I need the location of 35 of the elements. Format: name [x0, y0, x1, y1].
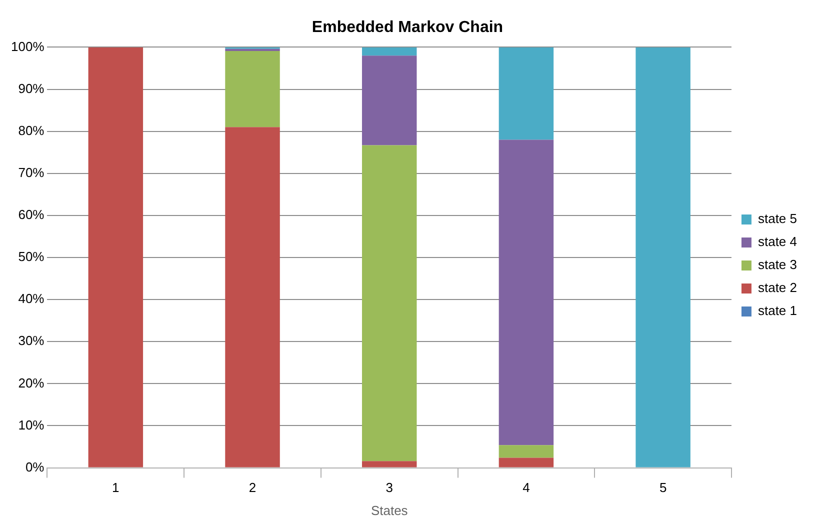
- x-tick-label: 2: [248, 480, 256, 496]
- y-tick-label: 0%: [25, 459, 45, 474]
- bar: [362, 47, 417, 56]
- x-tick-label: 4: [522, 480, 530, 496]
- x-tick-label: 3: [386, 480, 393, 496]
- bar: [362, 56, 417, 146]
- bar: [498, 140, 554, 446]
- y-tick-label: 90%: [18, 80, 45, 96]
- bar: [88, 47, 144, 468]
- y-tick-label: 50%: [18, 249, 45, 264]
- legend-label: state 5: [758, 211, 798, 226]
- x-tick-label: 1: [112, 480, 120, 496]
- y-tick-label: 100%: [11, 38, 45, 54]
- legend-label: state 4: [758, 234, 798, 250]
- x-tick-label: 5: [659, 480, 667, 496]
- bar: [636, 47, 690, 468]
- y-tick-label: 70%: [18, 164, 45, 180]
- bar: [362, 145, 417, 462]
- bar: [498, 445, 554, 458]
- bar: [225, 127, 280, 468]
- y-tick-label: 10%: [18, 417, 45, 432]
- y-tick-label: 80%: [18, 122, 45, 138]
- y-tick-label: 30%: [18, 333, 45, 348]
- legend-label: state 3: [758, 257, 798, 272]
- y-tick-label: 40%: [18, 291, 45, 306]
- legend-label: state 1: [758, 303, 798, 318]
- bar: [498, 47, 554, 140]
- bar: [225, 50, 280, 128]
- y-tick-label: 60%: [18, 207, 45, 222]
- y-tick-label: 20%: [18, 375, 45, 390]
- bar: [498, 458, 554, 468]
- bar: [362, 461, 417, 468]
- chart-title: Embedded Markov Chain: [312, 19, 504, 36]
- legend-label: state 2: [758, 280, 798, 296]
- x-axis-title: States: [370, 502, 408, 518]
